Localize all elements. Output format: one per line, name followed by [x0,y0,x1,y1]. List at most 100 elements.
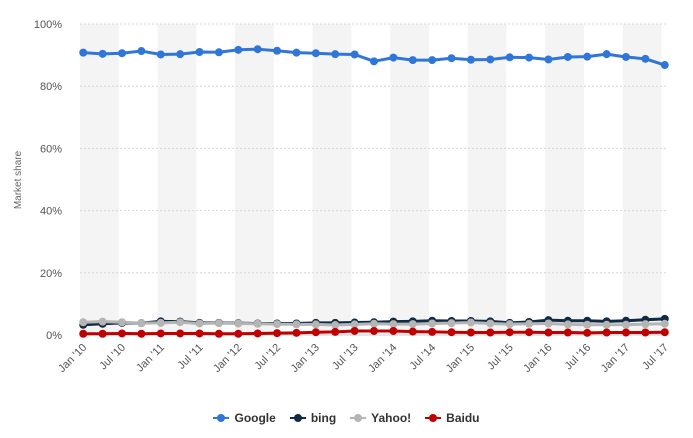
data-point-google[interactable] [370,57,378,66]
data-point-google[interactable] [156,50,165,59]
data-point-google[interactable] [176,50,185,59]
data-point-baidu[interactable] [156,329,165,338]
data-point-google[interactable] [273,46,282,55]
data-point-yahoo[interactable] [466,318,475,327]
data-point-google[interactable] [195,47,204,56]
data-point-yahoo[interactable] [118,318,126,327]
legend-label: Baidu [446,411,480,425]
data-point-yahoo[interactable] [505,320,514,329]
data-point-yahoo[interactable] [486,319,495,328]
data-point-google[interactable] [311,49,320,58]
data-point-google[interactable] [79,48,88,57]
data-point-google[interactable] [563,52,572,61]
data-point-yahoo[interactable] [563,320,572,329]
data-point-baidu[interactable] [466,328,475,337]
data-point-yahoo[interactable] [350,320,359,329]
data-point-google[interactable] [137,47,146,56]
legend-item-google[interactable]: Google [213,411,276,425]
data-point-baidu[interactable] [370,326,378,335]
data-point-baidu[interactable] [234,329,243,338]
data-point-yahoo[interactable] [176,318,185,327]
data-point-baidu[interactable] [447,328,456,337]
data-point-yahoo[interactable] [370,319,378,328]
data-point-baidu[interactable] [195,329,204,338]
data-point-google[interactable] [253,45,262,54]
data-point-baidu[interactable] [311,328,320,337]
data-point-yahoo[interactable] [602,320,611,329]
data-point-google[interactable] [214,48,223,57]
data-point-yahoo[interactable] [641,320,650,329]
data-point-baidu[interactable] [544,328,553,337]
data-point-baidu[interactable] [350,326,359,335]
data-point-baidu[interactable] [641,328,650,337]
data-point-google[interactable] [544,55,553,64]
data-point-yahoo[interactable] [195,319,204,328]
data-point-google[interactable] [525,53,534,62]
data-point-yahoo[interactable] [447,319,456,328]
data-point-baidu[interactable] [98,329,107,338]
data-point-baidu[interactable] [408,327,417,336]
data-point-baidu[interactable] [214,329,223,338]
data-point-google[interactable] [428,56,437,65]
data-point-yahoo[interactable] [98,317,107,326]
data-point-baidu[interactable] [583,328,592,337]
data-point-baidu[interactable] [428,327,437,336]
data-point-google[interactable] [389,53,398,62]
data-point-yahoo[interactable] [583,320,592,329]
legend-label: Google [234,411,276,425]
data-point-baidu[interactable] [622,328,630,337]
data-point-yahoo[interactable] [331,321,340,330]
data-point-yahoo[interactable] [389,320,398,329]
data-point-yahoo[interactable] [214,319,223,328]
data-point-yahoo[interactable] [253,319,262,328]
data-point-baidu[interactable] [331,327,340,336]
data-point-yahoo[interactable] [428,319,437,328]
data-point-baidu[interactable] [525,328,534,337]
data-point-yahoo[interactable] [660,319,669,328]
data-point-google[interactable] [660,61,669,70]
data-point-baidu[interactable] [137,329,146,338]
legend-label: bing [310,411,337,425]
data-point-google[interactable] [622,52,630,61]
data-point-google[interactable] [118,49,126,58]
data-point-baidu[interactable] [486,328,495,337]
data-point-baidu[interactable] [505,328,514,337]
data-point-yahoo[interactable] [525,319,534,328]
data-point-yahoo[interactable] [137,319,146,328]
data-point-yahoo[interactable] [408,320,417,329]
data-point-google[interactable] [234,45,243,54]
data-point-google[interactable] [350,50,359,59]
data-point-baidu[interactable] [253,329,262,338]
data-point-baidu[interactable] [292,328,301,337]
data-point-google[interactable] [486,55,495,64]
legend-item-yahoo[interactable]: Yahoo! [350,411,411,425]
data-point-google[interactable] [447,54,456,63]
data-point-baidu[interactable] [79,329,88,338]
data-point-google[interactable] [408,56,417,65]
data-point-baidu[interactable] [389,326,398,335]
data-point-google[interactable] [98,49,107,58]
data-point-baidu[interactable] [273,329,282,338]
data-point-yahoo[interactable] [156,318,165,327]
data-point-google[interactable] [641,54,650,63]
data-point-yahoo[interactable] [311,320,320,329]
data-point-baidu[interactable] [660,328,669,337]
data-point-yahoo[interactable] [79,318,88,327]
data-point-yahoo[interactable] [234,319,243,328]
data-point-yahoo[interactable] [622,320,630,329]
data-point-google[interactable] [602,50,611,59]
data-point-yahoo[interactable] [273,320,282,329]
data-point-google[interactable] [583,52,592,61]
legend-item-baidu[interactable]: Baidu [425,411,480,425]
legend-item-bing[interactable]: bing [289,411,337,425]
data-point-baidu[interactable] [118,329,126,338]
data-point-baidu[interactable] [176,329,185,338]
data-point-google[interactable] [466,55,475,64]
data-point-yahoo[interactable] [292,320,301,329]
data-point-baidu[interactable] [563,328,572,337]
data-point-google[interactable] [292,48,301,57]
data-point-google[interactable] [505,53,514,62]
data-point-baidu[interactable] [602,328,611,337]
data-point-google[interactable] [331,50,340,59]
data-point-yahoo[interactable] [544,319,553,328]
